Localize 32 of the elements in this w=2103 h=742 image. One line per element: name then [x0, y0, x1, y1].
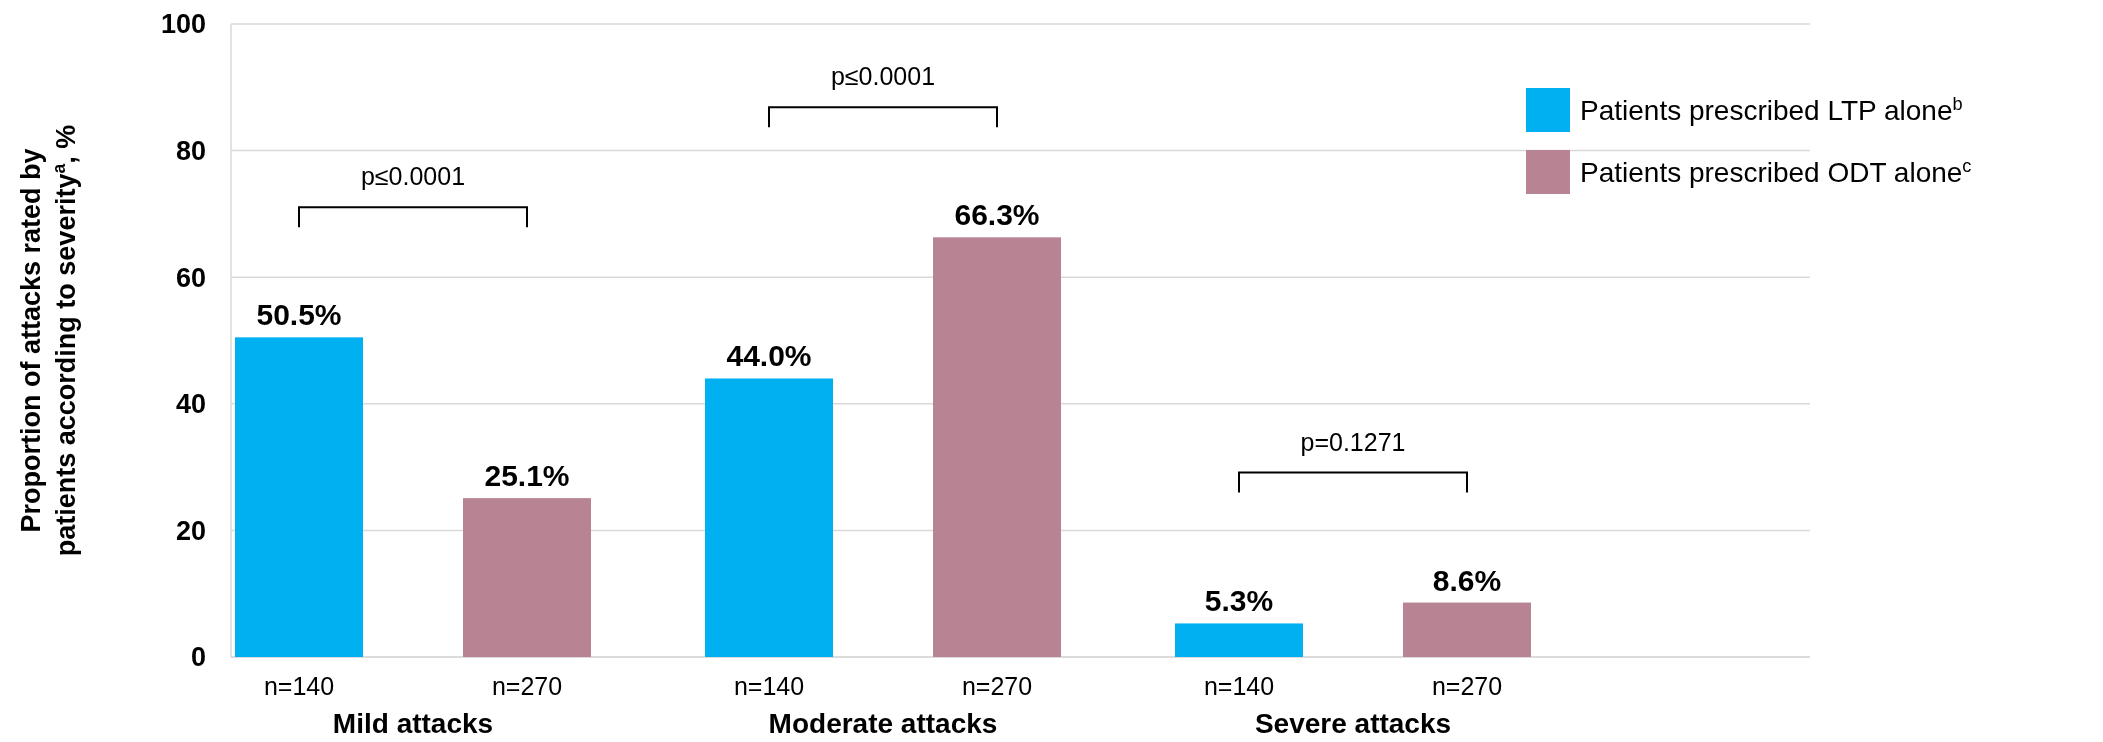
- x-tick-label: Severe attacks: [1254, 708, 1452, 739]
- legend-label: Patients prescribed ODT alone$^{c}$: [1580, 155, 1972, 188]
- text: 5.3%: [1204, 584, 1274, 618]
- annotation: p=0.1271: [1300, 427, 1406, 456]
- text: 25.1%: [484, 459, 570, 493]
- text: n=270: [961, 672, 1033, 700]
- text: n=140: [263, 672, 335, 700]
- annotation: p≤0.0001: [360, 162, 466, 191]
- bar: [1175, 623, 1303, 657]
- annotation: p≤0.0001: [830, 62, 936, 91]
- text: 66.3%: [954, 198, 1040, 232]
- text: 8.6%: [1432, 563, 1502, 597]
- text: n=270: [491, 672, 563, 700]
- bar: [235, 337, 363, 657]
- y-tick-label: 80: [175, 136, 206, 167]
- text: n=140: [1203, 672, 1275, 700]
- y-tick-label: 60: [175, 262, 206, 293]
- bar: [933, 237, 1061, 657]
- x-tick-label: Moderate attacks: [768, 708, 998, 739]
- y-tick-label: 0: [190, 642, 206, 673]
- text: 44.0%: [726, 339, 812, 373]
- y-tick-label: 100: [160, 9, 206, 40]
- bar: [705, 378, 833, 657]
- bar: [1403, 602, 1531, 657]
- text: 50.5%: [256, 298, 342, 332]
- x-tick-label: Mild attacks: [332, 708, 494, 739]
- text: n=270: [1431, 672, 1503, 700]
- text: n=140: [733, 672, 805, 700]
- y-tick-label: 40: [175, 389, 206, 420]
- y-tick-label: 20: [175, 515, 206, 546]
- legend-label: Patients prescribed LTP alone$^{b}$: [1580, 93, 1963, 126]
- bar: [463, 498, 591, 657]
